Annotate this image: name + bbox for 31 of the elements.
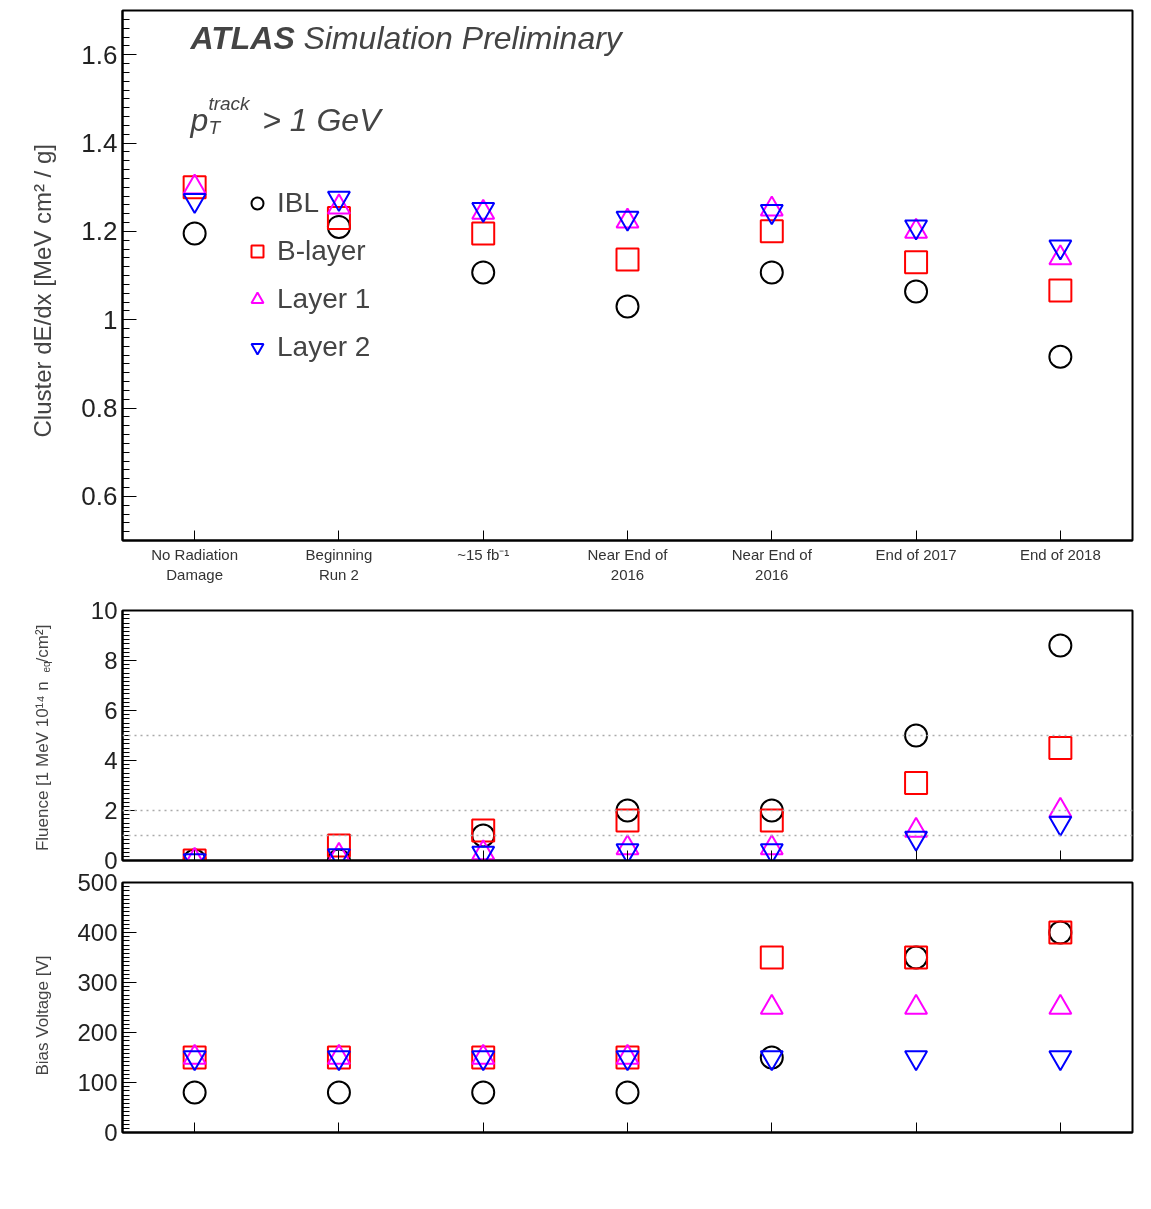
y-axis-title: Cluster dE/dx [MeV cm² / g]: [29, 144, 56, 438]
y-tick-label: 1.2: [81, 216, 118, 247]
x-tick-label: End of 2018: [1019, 545, 1101, 563]
y-tick-label: 300: [77, 969, 118, 996]
y-tick-label: 400: [77, 919, 118, 946]
x-tick-label: No Radiation Damage: [151, 545, 238, 583]
y-tick-label: 1.4: [81, 128, 118, 158]
legend-label: IBL: [277, 186, 320, 220]
y-tick-label: 4: [104, 747, 118, 774]
legend-label: Layer 1: [277, 282, 371, 316]
x-tick-label: ~15 fb⁻¹: [457, 545, 510, 563]
y-axis-title: Bias Voltage [V]: [33, 955, 52, 1076]
legend-label: Layer 2: [277, 330, 371, 364]
y-tick-label: 6: [104, 697, 118, 724]
x-tick-label: Near End of 2016: [731, 545, 813, 583]
x-tick-label: Near End of 2016: [587, 545, 669, 583]
y-tick-label: 1.6: [81, 39, 118, 70]
y-tick-label: 0.8: [81, 393, 118, 423]
y-tick-label: 100: [77, 1069, 118, 1096]
x-tick-label: End of 2017: [875, 545, 957, 563]
annotation: ATLAS Simulation Preliminary: [189, 19, 624, 56]
y-tick-label: 0: [104, 1119, 118, 1146]
y-tick-label: 10: [90, 597, 118, 624]
y-tick-label: 0.6: [81, 481, 118, 512]
y-tick-label: 8: [104, 647, 118, 674]
x-tick-label: Beginning Run 2: [305, 545, 373, 583]
y-tick-label: 2: [104, 797, 118, 824]
legend-label: B-layer: [277, 234, 366, 268]
y-tick-label: 200: [77, 1019, 118, 1046]
y-tick-label: 1: [103, 304, 118, 335]
y-axis-title: Fluence [1 MeV 10¹⁴ neq/cm²]: [33, 624, 53, 852]
